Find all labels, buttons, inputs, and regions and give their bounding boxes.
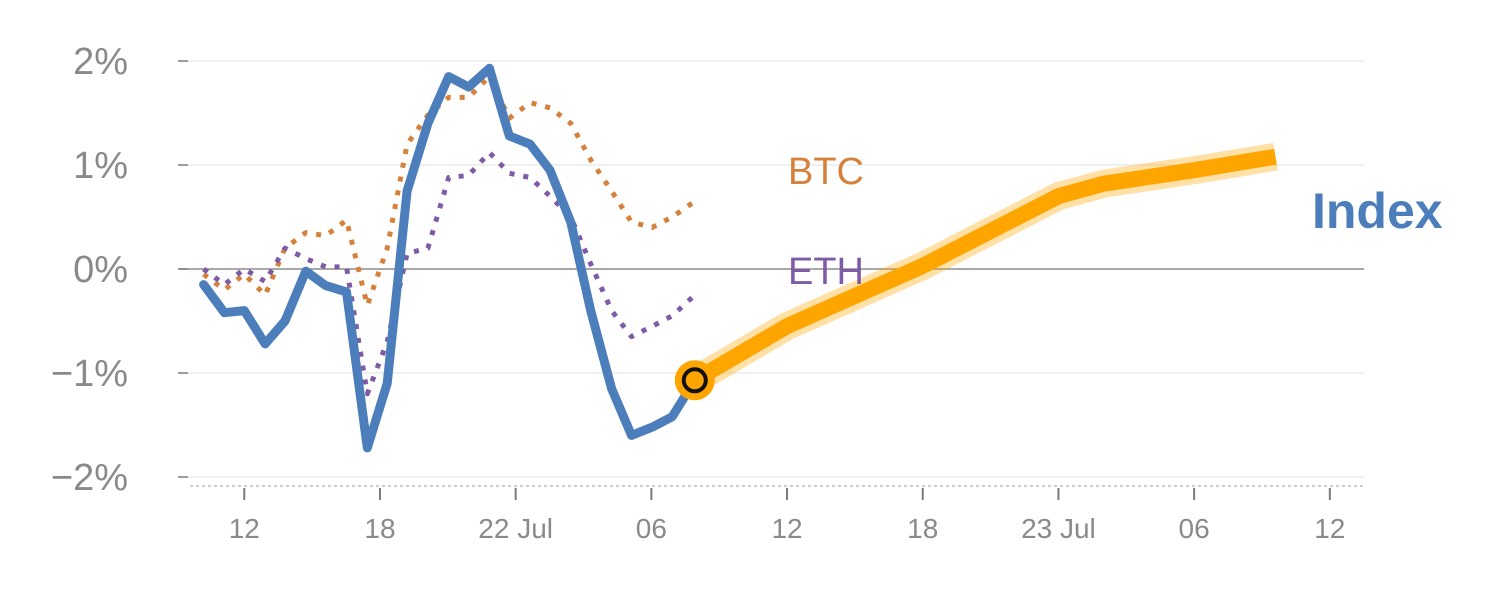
x-tick-label: 06: [636, 513, 667, 544]
projection-line: [690, 148, 1277, 388]
series-line-btc: [202, 74, 697, 308]
x-tick-label: 22 Jul: [478, 513, 553, 544]
series-label-btc: BTC: [788, 151, 864, 193]
series-label-index: Index: [1312, 183, 1443, 239]
y-tick-label: 2%: [73, 41, 128, 83]
labels: BTC ETH Index: [788, 151, 1443, 293]
series-lines: [199, 63, 1278, 453]
x-tick-label: 12: [1314, 513, 1345, 544]
highlight-marker-inner: [681, 367, 708, 394]
x-tick-label: 23 Jul: [1021, 513, 1096, 544]
y-tick-label: −1%: [51, 353, 128, 395]
x-tick-label: 12: [229, 513, 260, 544]
series-line-eth: [202, 150, 697, 397]
y-tick-label: 1%: [73, 145, 128, 187]
x-tick-label: 18: [907, 513, 938, 544]
y-tick-label: 0%: [73, 249, 128, 291]
axes: 2% 1% 0% −1% −2% 12 18 22 Jul 06 12 18 23 Jul 06 12: [51, 41, 1364, 544]
x-tick-label: 18: [364, 513, 395, 544]
x-tick-label: 06: [1179, 513, 1210, 544]
series-line-index: [199, 63, 700, 453]
series-label-eth: ETH: [788, 251, 864, 293]
gridlines: [180, 60, 1364, 478]
x-tick-label: 12: [771, 513, 802, 544]
y-tick-label: −2%: [51, 457, 128, 499]
